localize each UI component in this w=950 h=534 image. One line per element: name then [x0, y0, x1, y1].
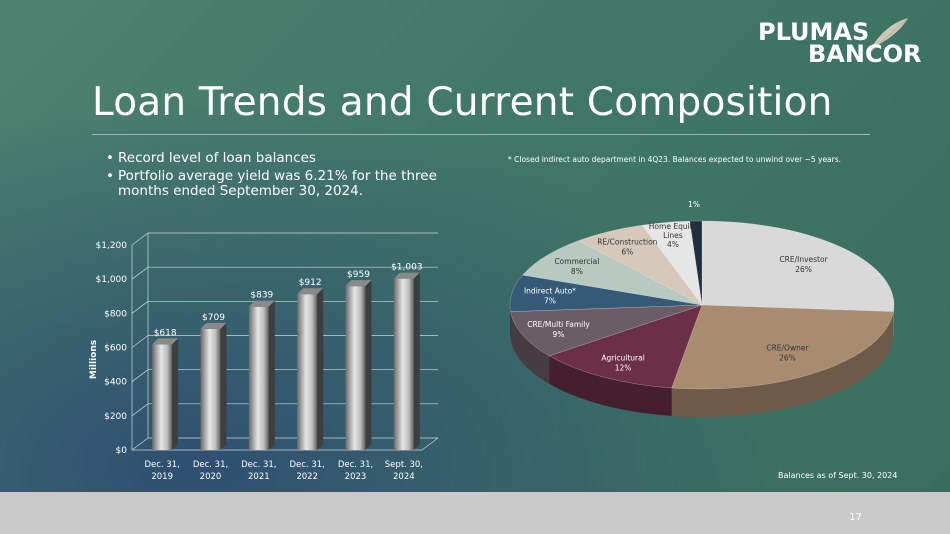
x-tick-label: 2020 — [200, 472, 222, 482]
bullet-list: Record level of loan balances Portfolio … — [106, 151, 456, 202]
bar-top — [248, 300, 275, 307]
pie-slice — [510, 304, 703, 357]
bar-top — [393, 272, 420, 279]
grid-line-diagonal — [131, 266, 149, 280]
y-tick-label: $400 — [104, 378, 127, 388]
x-tick-label: Sept. 30, — [385, 460, 423, 470]
bar-value-label: $912 — [299, 278, 322, 288]
pie-slice-label: Commercial — [554, 257, 599, 266]
pie-slice-pct: 4% — [667, 240, 679, 249]
x-tick-label: 2019 — [151, 472, 173, 482]
grid-line-diagonal — [131, 403, 149, 417]
bar — [200, 328, 221, 450]
y-tick-label: $1,200 — [96, 241, 128, 251]
pie-slice-label: CRE/Investor — [779, 255, 828, 264]
x-tick-label: Dec. 31, — [144, 460, 179, 470]
bar-value-label: $839 — [250, 291, 273, 301]
title-divider — [92, 134, 870, 135]
bar — [393, 278, 414, 450]
pie-slice-pct: 12% — [615, 364, 632, 373]
bar-top — [200, 322, 227, 329]
logo-line2: BANCORP — [808, 40, 922, 67]
bar-top — [152, 338, 179, 345]
pie-slice-label: CRE/Owner — [766, 344, 809, 353]
bar-side — [268, 300, 275, 450]
pie-slice-label: Home Equity — [649, 222, 698, 231]
bar-value-label: $959 — [347, 270, 370, 280]
balances-date-note: Balances as of Sept. 30, 2024 — [778, 471, 898, 480]
pie-slice — [701, 220, 895, 312]
y-tick-label: $800 — [104, 309, 127, 319]
page-title: Loan Trends and Current Composition — [92, 80, 833, 125]
footnote: * Closed indirect auto department in 4Q2… — [508, 155, 842, 164]
bullet-item: Portfolio average yield was 6.21% for th… — [106, 169, 456, 199]
bar — [152, 344, 173, 450]
y-tick-label: $1,000 — [96, 275, 128, 285]
grid-line-diagonal — [131, 335, 149, 348]
x-tick-label: Dec. 31, — [241, 460, 276, 470]
bar-side — [413, 272, 420, 450]
y-tick-label: $600 — [104, 344, 127, 354]
bar-side — [365, 280, 372, 450]
bar-top — [297, 288, 324, 295]
bar-side — [172, 338, 179, 450]
bar-side — [317, 288, 324, 450]
bar-value-label: $1,003 — [391, 263, 423, 273]
x-tick-label: 2021 — [248, 472, 270, 482]
pie-slice — [671, 304, 894, 390]
feather-quill — [867, 19, 907, 55]
pie-slice-side — [671, 311, 894, 417]
pie-slice-side — [510, 311, 550, 384]
pie-slice-label: CRE/Multi Family — [527, 320, 590, 329]
bullet-item: Record level of loan balances — [106, 151, 456, 167]
x-tick-label: Dec. 31, — [289, 460, 324, 470]
y-tick-label: $200 — [104, 412, 127, 422]
x-tick-label: 2024 — [393, 472, 415, 482]
feather-icon — [870, 18, 908, 50]
x-tick-label: Dec. 31, — [338, 460, 373, 470]
loan-composition-pie-chart: CRE/Investor26%CRE/Owner26%Agricultural1… — [509, 200, 895, 417]
pie-slice-pct: 26% — [779, 354, 796, 363]
slide-background: PLUMAS BANCORP Loan Trends and Current C… — [0, 0, 950, 492]
pie-slice-label: Indirect Auto* — [524, 286, 576, 295]
bar — [345, 286, 366, 450]
pie-slice-side — [549, 355, 672, 416]
pie-slice-label: Agricultural — [601, 354, 644, 363]
footer-bar: 17 — [0, 492, 950, 534]
pie-slice — [689, 220, 703, 306]
pie-slice-pct: 26% — [795, 265, 812, 274]
bar-value-label: $709 — [202, 313, 225, 323]
pie-slice-label: RE/Construction — [597, 237, 657, 246]
plumas-bancorp-logo: PLUMAS BANCORP — [758, 18, 922, 67]
x-axis-depth-line — [421, 437, 439, 451]
bar — [297, 294, 318, 450]
pie-slice-pct: 1% — [688, 200, 700, 209]
grid-line-diagonal — [131, 437, 149, 451]
pie-slice-label: Lines — [663, 231, 683, 240]
page-number: 17 — [849, 512, 862, 523]
bar-value-label: $618 — [154, 328, 177, 338]
x-tick-label: 2022 — [296, 472, 318, 482]
y-axis-label: Millions — [89, 340, 99, 379]
pie-slice-pct: 8% — [571, 267, 583, 276]
pie-slice — [548, 304, 703, 389]
pie-slice-side — [893, 305, 894, 340]
bar-side — [220, 322, 227, 450]
pie-slice-pct: 7% — [544, 296, 556, 305]
x-tick-label: 2023 — [345, 472, 367, 482]
bar — [248, 306, 269, 450]
loan-balance-bar-chart: $0 $200 $400 $600 $800 $1,000 $1,200 Millions $6… — [89, 232, 439, 482]
grid-line-diagonal — [131, 301, 149, 314]
x-tick-label: Dec. 31, — [193, 460, 228, 470]
grid-line-diagonal — [131, 232, 149, 246]
pie-slice — [522, 240, 703, 306]
pie-slice-pct: 6% — [621, 247, 633, 256]
bar-top — [345, 280, 372, 287]
grid-line-diagonal — [131, 369, 149, 382]
y-tick-label: $0 — [116, 446, 128, 456]
pie-slice-side — [510, 305, 511, 340]
logo-line1: PLUMAS — [758, 18, 869, 46]
pie-slice-pct: 9% — [553, 330, 565, 339]
